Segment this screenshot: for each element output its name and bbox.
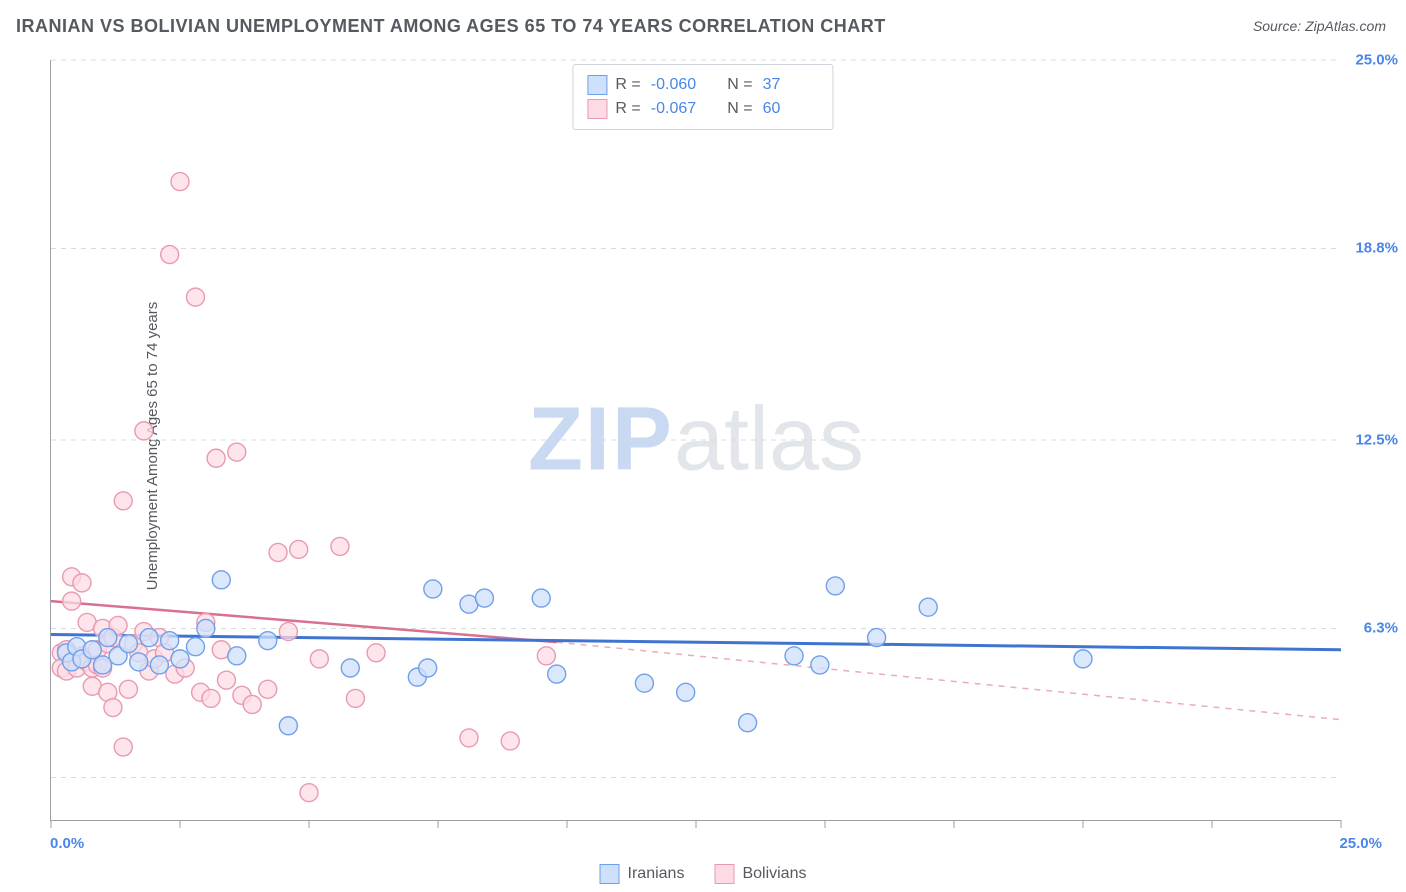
r-label: R = xyxy=(615,100,640,118)
chart-container: IRANIAN VS BOLIVIAN UNEMPLOYMENT AMONG A… xyxy=(0,0,1406,892)
r-value-1: -0.067 xyxy=(651,100,707,118)
legend-corr-row-0: R = -0.060 N = 37 xyxy=(587,73,818,97)
legend-swatch-iranians xyxy=(600,864,620,884)
legend-series: Iranians Bolivians xyxy=(600,864,807,884)
legend-corr-row-1: R = -0.067 N = 60 xyxy=(587,97,818,121)
legend-swatch-bolivians xyxy=(714,864,734,884)
y-tick-label: 12.5% xyxy=(1355,432,1398,449)
chart-title: IRANIAN VS BOLIVIAN UNEMPLOYMENT AMONG A… xyxy=(16,16,886,37)
legend-label-bolivians: Bolivians xyxy=(742,865,806,883)
y-tick-label: 6.3% xyxy=(1364,620,1398,637)
x-min-label: 0.0% xyxy=(50,835,84,852)
legend-swatch-bolivians xyxy=(587,99,607,119)
plot-area: ZIPatlas xyxy=(50,60,1341,821)
r-value-0: -0.060 xyxy=(651,76,707,94)
n-label: N = xyxy=(727,100,752,118)
n-value-1: 60 xyxy=(763,100,819,118)
legend-label-iranians: Iranians xyxy=(628,865,685,883)
legend-item-iranians: Iranians xyxy=(600,864,685,884)
legend-correlation: R = -0.060 N = 37 R = -0.067 N = 60 xyxy=(572,64,833,130)
legend-item-bolivians: Bolivians xyxy=(714,864,806,884)
chart-source: Source: ZipAtlas.com xyxy=(1253,18,1386,34)
plot-svg xyxy=(51,60,1341,820)
x-max-label: 25.0% xyxy=(1339,835,1382,852)
n-value-0: 37 xyxy=(763,76,819,94)
r-label: R = xyxy=(615,76,640,94)
y-tick-label: 25.0% xyxy=(1355,52,1398,69)
n-label: N = xyxy=(727,76,752,94)
legend-swatch-iranians xyxy=(587,75,607,95)
y-tick-label: 18.8% xyxy=(1355,240,1398,257)
